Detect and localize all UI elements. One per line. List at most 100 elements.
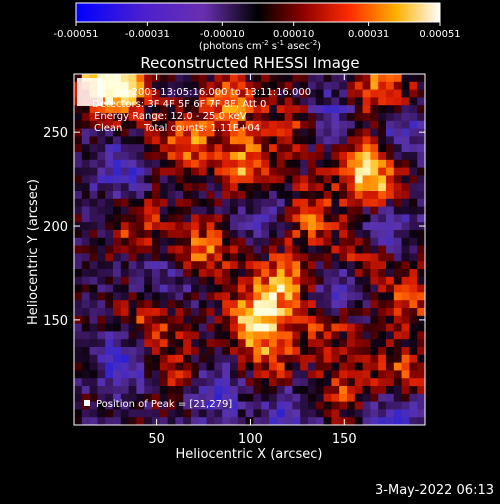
heatmap-cell — [401, 167, 410, 176]
heatmap-cell — [97, 214, 106, 223]
heatmap-cell — [97, 144, 106, 153]
heatmap-cell — [222, 237, 231, 246]
heatmap-cell — [214, 315, 223, 324]
heatmap-cell — [269, 393, 278, 402]
heatmap-cell — [105, 81, 114, 90]
heatmap-cell — [105, 339, 114, 348]
heatmap-cell — [362, 354, 371, 363]
heatmap-cell — [292, 292, 301, 301]
heatmap-cell — [198, 347, 207, 356]
heatmap-cell — [370, 401, 379, 410]
heatmap-cell — [323, 331, 332, 340]
heatmap-cell — [269, 409, 278, 418]
heatmap-cell — [183, 253, 192, 262]
heatmap-cell — [230, 339, 239, 348]
heatmap-cell — [253, 378, 262, 387]
heatmap-cell — [237, 198, 246, 207]
heatmap-cell — [354, 214, 363, 223]
heatmap-cell — [120, 237, 129, 246]
chart-title: Reconstructed RHESSI Image — [140, 54, 359, 72]
heatmap-cell — [354, 183, 363, 192]
heatmap-cell — [222, 230, 231, 239]
x-axis-label: Heliocentric X (arcsec) — [176, 447, 323, 462]
heatmap-cell — [331, 198, 340, 207]
heatmap-cell — [261, 315, 270, 324]
heatmap-cell — [417, 175, 426, 184]
colorbar-tick-label: 0.00031 — [348, 29, 389, 40]
heatmap-cell — [308, 144, 317, 153]
heatmap-cell — [152, 362, 161, 371]
heatmap-cell — [323, 120, 332, 129]
heatmap-cell — [191, 230, 200, 239]
heatmap-cell — [261, 120, 270, 129]
heatmap-cell — [276, 339, 285, 348]
heatmap-cell — [323, 81, 332, 90]
heatmap-cell — [175, 128, 184, 137]
heatmap-cell — [315, 128, 324, 137]
heatmap-cell — [331, 175, 340, 184]
heatmap-cell — [222, 245, 231, 254]
heatmap-cell — [81, 417, 90, 426]
heatmap-cell — [222, 331, 231, 340]
heatmap-cell — [393, 81, 402, 90]
heatmap-cell — [370, 323, 379, 332]
heatmap-cell — [347, 230, 356, 239]
heatmap-cell — [113, 81, 122, 90]
heatmap-cell — [214, 128, 223, 137]
heatmap-cell — [237, 315, 246, 324]
heatmap-cell — [409, 253, 418, 262]
heatmap-cell — [159, 354, 168, 363]
heatmap-cell — [214, 105, 223, 114]
heatmap-cell — [261, 284, 270, 293]
heatmap-cell — [167, 261, 176, 270]
heatmap-cell — [300, 128, 309, 137]
heatmap-cell — [409, 152, 418, 161]
heatmap-cell — [292, 175, 301, 184]
heatmap-cell — [308, 245, 317, 254]
heatmap-cell — [315, 331, 324, 340]
heatmap-cell — [386, 136, 395, 145]
heatmap-cell — [378, 113, 387, 122]
heatmap-cell — [401, 245, 410, 254]
heatmap-cell — [261, 97, 270, 106]
heatmap-cell — [97, 261, 106, 270]
heatmap-cell — [120, 206, 129, 215]
heatmap-cell — [261, 191, 270, 200]
heatmap-cell — [284, 105, 293, 114]
heatmap-cell — [167, 230, 176, 239]
heatmap-cell — [370, 74, 379, 83]
heatmap-cell — [276, 409, 285, 418]
heatmap-cell — [191, 105, 200, 114]
heatmap-cell — [276, 292, 285, 301]
heatmap-cell — [354, 261, 363, 270]
heatmap-cell — [354, 245, 363, 254]
heatmap-cell — [292, 300, 301, 309]
heatmap-cell — [284, 354, 293, 363]
heatmap-cell — [347, 378, 356, 387]
heatmap-cell — [206, 347, 215, 356]
heatmap-cell — [308, 323, 317, 332]
heatmap-cell — [370, 183, 379, 192]
heatmap-cell — [206, 253, 215, 262]
heatmap-cell — [276, 105, 285, 114]
heatmap-cell — [175, 214, 184, 223]
heatmap-cell — [253, 323, 262, 332]
heatmap-cell — [276, 214, 285, 223]
heatmap-cell — [370, 152, 379, 161]
heatmap-cell — [417, 393, 426, 402]
heatmap-cell — [144, 74, 153, 83]
heatmap-cell — [261, 167, 270, 176]
heatmap-cell — [386, 198, 395, 207]
heatmap-cell — [339, 347, 348, 356]
heatmap-cell — [191, 347, 200, 356]
heatmap-cell — [339, 89, 348, 98]
heatmap-cell — [401, 386, 410, 395]
heatmap-cell — [120, 354, 129, 363]
heatmap-cell — [97, 323, 106, 332]
heatmap-cell — [315, 144, 324, 153]
heatmap-cell — [417, 191, 426, 200]
heatmap-cell — [401, 253, 410, 262]
heatmap-cell — [417, 198, 426, 207]
heatmap-cell — [284, 370, 293, 379]
heatmap-cell — [401, 269, 410, 278]
